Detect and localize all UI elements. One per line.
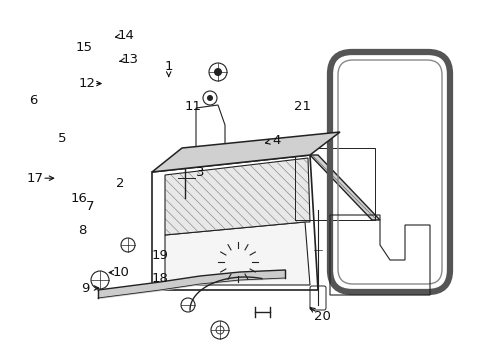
Text: 19: 19 bbox=[152, 249, 168, 262]
Text: 9: 9 bbox=[81, 282, 90, 294]
Text: 13: 13 bbox=[121, 53, 138, 66]
Text: 5: 5 bbox=[58, 132, 67, 145]
Text: 11: 11 bbox=[184, 100, 201, 113]
Text: 7: 7 bbox=[86, 200, 95, 213]
Text: 12: 12 bbox=[79, 77, 95, 90]
Text: 3: 3 bbox=[196, 166, 204, 179]
Text: 6: 6 bbox=[29, 94, 38, 107]
Polygon shape bbox=[309, 155, 379, 220]
Circle shape bbox=[214, 68, 222, 76]
Text: 17: 17 bbox=[27, 172, 43, 185]
Text: 18: 18 bbox=[152, 273, 168, 285]
Text: 8: 8 bbox=[78, 224, 86, 237]
Text: 10: 10 bbox=[113, 266, 129, 279]
Circle shape bbox=[206, 95, 213, 101]
Text: 14: 14 bbox=[118, 29, 134, 42]
Text: 2: 2 bbox=[115, 177, 124, 190]
Polygon shape bbox=[164, 222, 309, 285]
Text: 16: 16 bbox=[71, 192, 87, 205]
Text: 15: 15 bbox=[76, 41, 92, 54]
Text: 4: 4 bbox=[271, 134, 280, 147]
Text: 20: 20 bbox=[314, 310, 330, 323]
Polygon shape bbox=[164, 158, 309, 235]
Text: 21: 21 bbox=[293, 100, 310, 113]
Polygon shape bbox=[152, 132, 339, 172]
Text: 1: 1 bbox=[164, 60, 173, 73]
